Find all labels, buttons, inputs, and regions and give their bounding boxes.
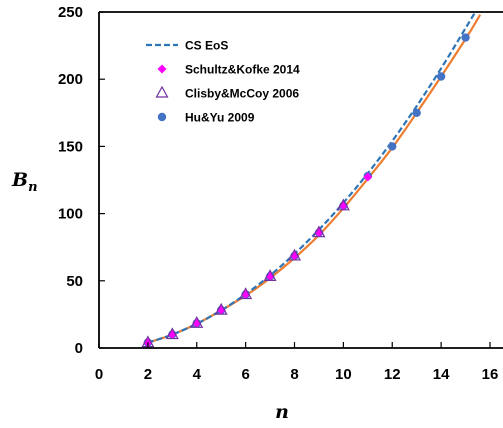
data-point-clisby-mccoy-2006 (287, 248, 302, 261)
x-tick-label: 10 (335, 366, 352, 383)
axes-layer: 0 2 4 6 8 10 12 14 16 0 50 100 150 200 250 (58, 4, 503, 383)
y-axis-label-sub: n (28, 180, 37, 195)
data-point-clisby-mccoy-2006 (214, 302, 228, 315)
y-tick-label: 200 (58, 71, 83, 88)
x-tick-label: 0 (95, 366, 103, 383)
data-point-clisby-mccoy-2006 (190, 316, 204, 328)
y-axis-label: Bn (11, 169, 38, 195)
data-point-schultz-kofke-2014 (363, 172, 373, 182)
legend-swatch-schultz-kofke-2014 (157, 64, 167, 74)
data-point-clisby-mccoy-2006 (239, 287, 253, 300)
x-tick-label: 14 (433, 366, 450, 383)
y-axis-label-main: B (11, 169, 28, 191)
x-tick-label: 16 (482, 366, 499, 383)
data-point-hu-yu-2009 (436, 72, 446, 81)
data-point-clisby-mccoy-2006 (263, 269, 277, 281)
x-tick-label: 4 (193, 366, 202, 383)
axis-titles: n Bn (11, 169, 289, 423)
y-tick-label: 50 (66, 273, 83, 290)
data-point-hu-yu-2009 (461, 33, 470, 42)
data-point-clisby-mccoy-2006 (336, 198, 350, 211)
legend-label-clisby-mccoy-2006: Clisby&McCoy 2006 (185, 87, 299, 101)
y-tick-label: 0 (75, 340, 83, 357)
y-tick-label: 150 (58, 138, 83, 155)
x-axis-label: n (275, 401, 289, 423)
legend-label-schultz-kofke-2014: Schultz&Kofke 2014 (185, 63, 300, 77)
data-point-clisby-mccoy-2006 (312, 225, 326, 238)
x-tick-label: 2 (144, 366, 152, 383)
legend-label-cs-eos: CS EoS (185, 39, 228, 53)
legend-swatch-hu-yu-2009 (157, 112, 167, 122)
legend-swatch-clisby-mccoy-2006 (155, 85, 169, 98)
legend-label-hu-yu-2009: Hu&Yu 2009 (185, 111, 255, 125)
markers-layer (141, 33, 470, 348)
x-tick-label: 8 (290, 366, 298, 383)
legend: CS EoS Schultz&Kofke 2014 Clisby&McCoy 200… (146, 39, 300, 125)
x-tick-label: 6 (241, 366, 249, 383)
data-point-hu-yu-2009 (412, 108, 421, 118)
data-point-hu-yu-2009 (388, 142, 397, 151)
y-tick-label: 100 (58, 206, 83, 223)
x-tick-label: 12 (384, 366, 401, 383)
data-point-clisby-mccoy-2006 (165, 327, 179, 340)
y-tick-label: 250 (58, 4, 83, 21)
